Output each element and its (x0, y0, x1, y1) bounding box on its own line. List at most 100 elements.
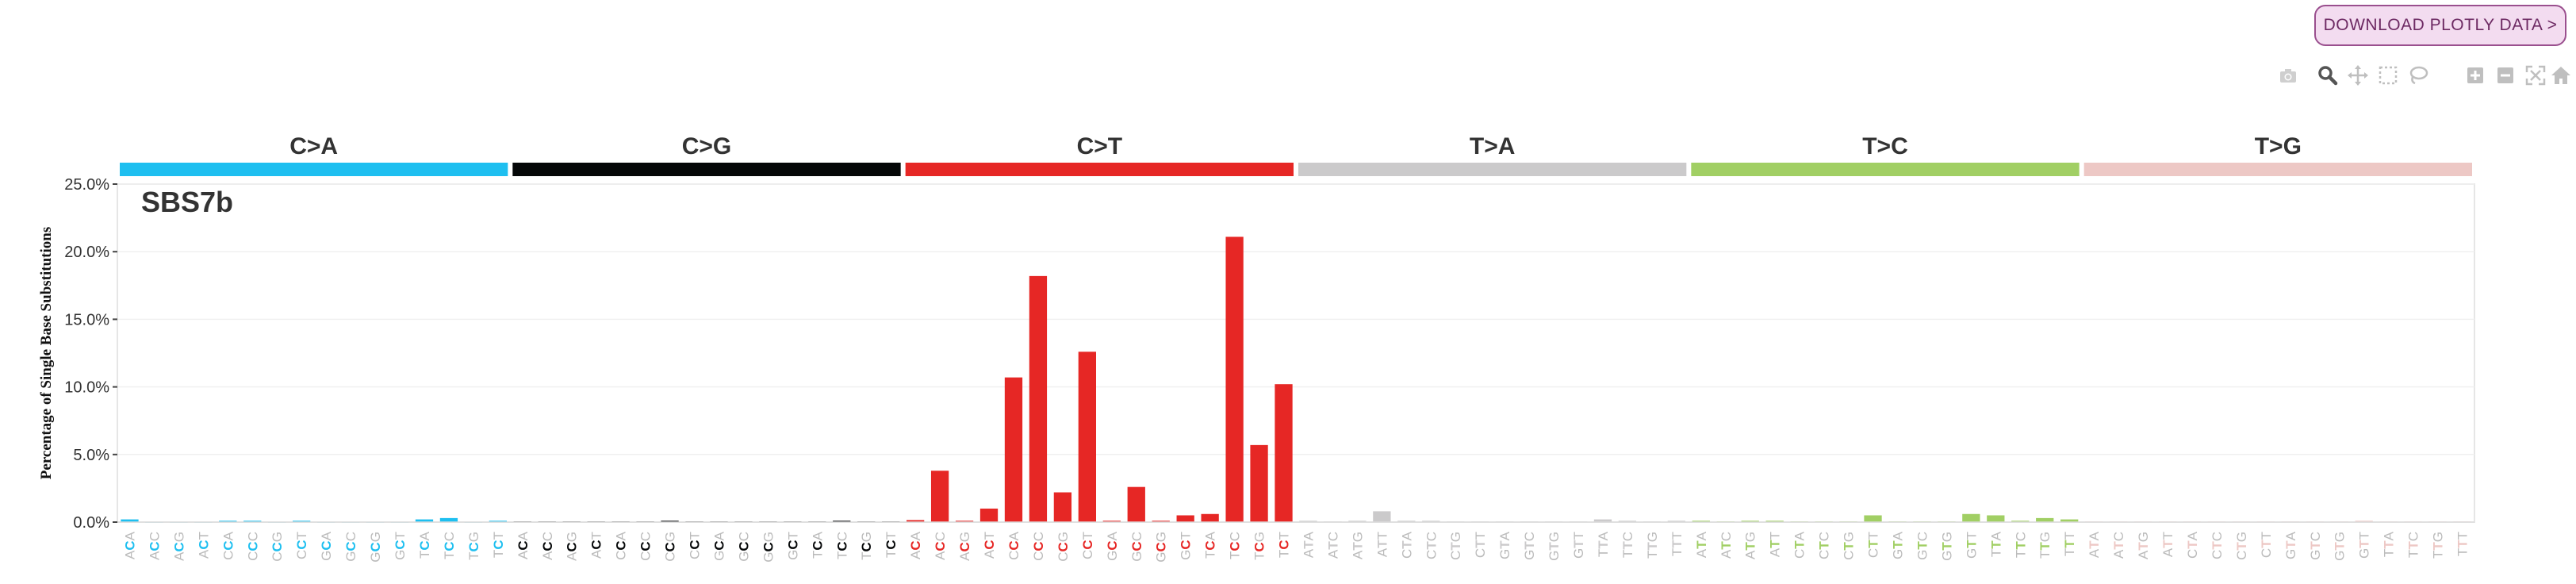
bar (1078, 352, 1096, 522)
x-tick-label: TCA (810, 531, 825, 559)
bar (833, 521, 851, 522)
x-tick-label: CCA (614, 531, 629, 560)
bar (1962, 513, 1980, 522)
x-tick-label: GTT (1571, 532, 1586, 559)
x-tick-label: CCT (688, 532, 703, 559)
group-color-strip (512, 163, 901, 176)
bar (293, 521, 311, 522)
y-tick-label: 15.0% (64, 311, 109, 328)
x-tick-label: CCG (270, 532, 285, 562)
x-tick-label: ATC (1325, 532, 1340, 559)
x-tick-label: ACG (957, 532, 972, 561)
bars (117, 236, 2474, 523)
bar (1422, 521, 1440, 522)
autoscale-icon[interactable] (2524, 63, 2547, 87)
x-tick-label: GCT (785, 532, 800, 560)
lasso-select-icon[interactable] (2406, 63, 2430, 87)
group-color-strip (905, 163, 1294, 176)
x-tick-label: ATA (2087, 531, 2102, 558)
x-tick-label: GTT (1964, 532, 1979, 559)
x-tick-label: ATA (1694, 531, 1709, 558)
pan-icon[interactable] (2346, 63, 2370, 87)
x-tick-label: TTC (2406, 532, 2421, 558)
x-tick-label: ATC (1719, 532, 1734, 559)
gridlines (117, 183, 2474, 455)
group-color-strip (2083, 163, 2472, 176)
box-select-icon[interactable] (2376, 63, 2400, 87)
x-tick-label: TTC (2013, 532, 2028, 558)
x-tick-label: CCC (638, 532, 654, 561)
x-tick-label: TTT (1669, 532, 1685, 556)
bar (1373, 511, 1391, 522)
bar (219, 521, 237, 522)
chart-title: SBS7b (141, 186, 233, 218)
zoom-in-icon[interactable] (2463, 63, 2487, 87)
x-tick-label: CCC (245, 532, 260, 561)
bar (1029, 275, 1048, 522)
x-tick-label: TTC (1620, 532, 1635, 558)
bar (1987, 515, 2005, 522)
x-tick-label: CTG (1842, 532, 1857, 560)
x-tick-label: CCT (294, 532, 309, 559)
bar (1102, 521, 1121, 522)
x-tick-label: TCG (1252, 532, 1267, 560)
bar (2011, 521, 2030, 522)
reset-axes-icon[interactable] (2549, 63, 2573, 87)
zoom-out-icon[interactable] (2494, 63, 2517, 87)
bar (1593, 519, 1612, 522)
bar (2355, 521, 2373, 522)
x-tick-label: GCA (1105, 531, 1120, 561)
bar (930, 471, 949, 522)
zoom-icon[interactable] (2316, 63, 2340, 87)
x-tick-label: TTT (2062, 532, 2077, 556)
group-label: T>A (1470, 133, 1516, 159)
x-tick-label: GCC (343, 532, 358, 562)
x-tick-label: ATT (1768, 532, 1783, 557)
x-tick-label: TCC (442, 532, 457, 559)
x-tick-label: CTT (2259, 532, 2274, 558)
bar (243, 521, 262, 522)
x-tick-label: GCG (368, 532, 383, 563)
bar (661, 521, 679, 522)
bar (121, 519, 139, 522)
x-tick-label: ATA (1301, 531, 1316, 558)
x-tick-label: TCG (859, 532, 874, 560)
x-tick-label: ATG (2136, 532, 2151, 559)
x-tick-label: CCA (1006, 531, 1022, 560)
bar (1692, 521, 1710, 522)
bar (2060, 519, 2079, 522)
x-tick-label: CCC (1031, 532, 1046, 561)
bar (489, 521, 507, 522)
x-tick-label: ACT (589, 532, 604, 559)
download-plotly-data-button[interactable]: DOWNLOAD PLOTLY DATA > (2314, 5, 2566, 46)
y-axis-ticks: 0.0% 5.0% 10.0% 15.0% 20.0% 25.0% (64, 176, 117, 532)
x-tick-label: GCC (736, 532, 751, 562)
x-tick-label: GTA (1497, 531, 1512, 559)
x-tick-label: GTC (2308, 532, 2323, 560)
group-label: C>T (1077, 133, 1123, 159)
x-tick-label: GTA (2283, 531, 2298, 559)
y-tick-label: 20.0% (64, 244, 109, 261)
x-tick-label: CTG (2234, 532, 2249, 560)
x-tick-label: CTC (2210, 532, 2225, 559)
x-tick-label: CTT (1866, 532, 1881, 558)
group-label: T>C (1862, 133, 1908, 159)
camera-icon[interactable] (2276, 63, 2300, 87)
bar (1127, 486, 1145, 522)
bar (1348, 521, 1367, 522)
y-tick-label: 5.0% (73, 447, 109, 464)
x-tick-label: ACC (933, 532, 948, 560)
plot-area-frame (117, 183, 2475, 523)
x-tick-label: TCT (884, 532, 899, 558)
x-tick-label: GTC (1915, 532, 1930, 560)
x-tick-label: TCA (1203, 531, 1218, 559)
x-tick-label: GCC (1129, 532, 1144, 562)
x-tick-label: CTC (1424, 532, 1439, 559)
y-tick-label: 25.0% (64, 176, 109, 194)
x-tick-label: CCG (1056, 532, 1071, 562)
x-tick-label: GTG (1939, 532, 1954, 561)
bar (1667, 521, 1685, 522)
x-tick-label: ACA (516, 531, 531, 559)
x-tick-label: TTA (1596, 531, 1611, 557)
bar (1741, 521, 1759, 522)
